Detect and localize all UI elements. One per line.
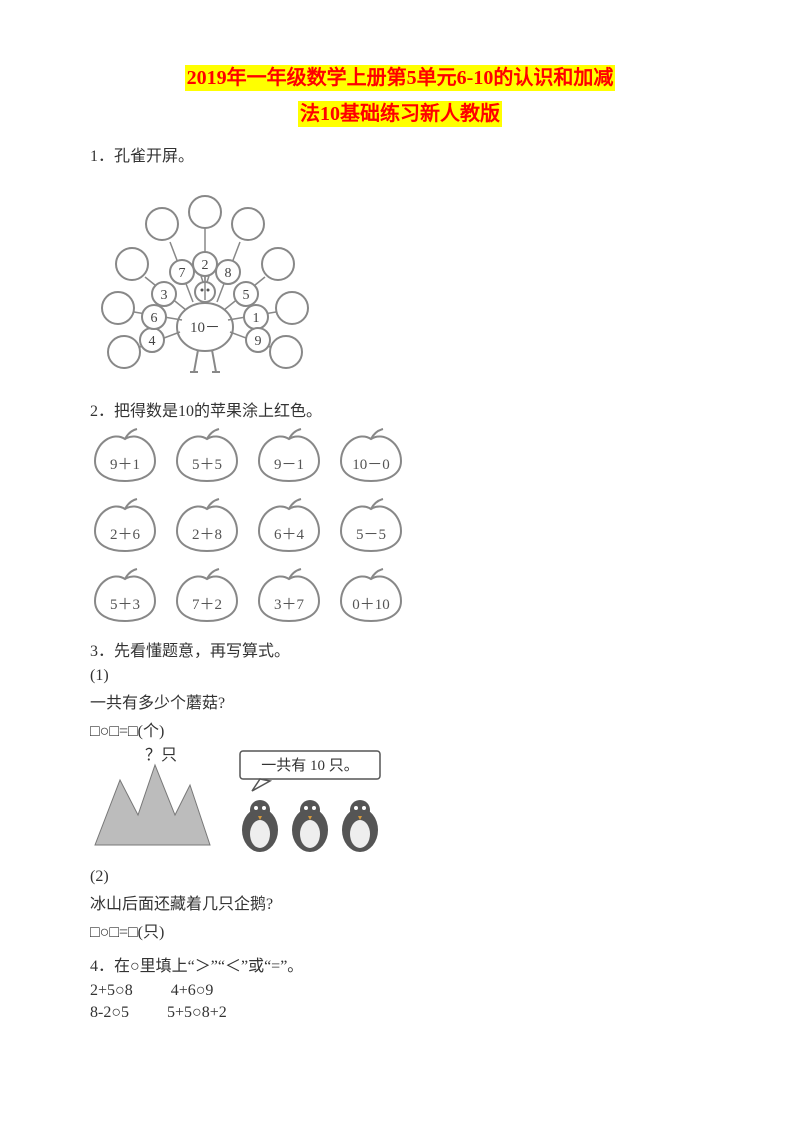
q3-p1-question: 一共有多少个蘑菇? xyxy=(90,689,710,713)
q2-label: 2．把得数是10的苹果涂上红色。 xyxy=(90,397,710,421)
svg-text:2: 2 xyxy=(202,258,209,273)
title-line-1: 2019年一年级数学上册第5单元6-10的认识和加减 xyxy=(185,65,616,91)
svg-text:8: 8 xyxy=(225,266,232,281)
apple: 5＋3 xyxy=(90,567,160,623)
svg-text:？只: ？只 xyxy=(145,747,177,764)
svg-text:9: 9 xyxy=(255,334,262,349)
apple: 3＋7 xyxy=(254,567,324,623)
svg-text:6: 6 xyxy=(151,311,158,326)
q4-r1a: 2+5○8 xyxy=(90,982,133,999)
q4-r2b: 5+5○8+2 xyxy=(167,1004,227,1021)
apple: 10－0 xyxy=(336,427,406,483)
q3-p2-expr: □○□=□(只) xyxy=(90,918,710,942)
svg-text:1: 1 xyxy=(253,311,260,326)
svg-text:4: 4 xyxy=(149,334,156,349)
svg-text:7: 7 xyxy=(179,266,186,281)
apple: 0＋10 xyxy=(336,567,406,623)
doc-title: 2019年一年级数学上册第5单元6-10的认识和加减 法10基础练习新人教版 xyxy=(90,60,710,132)
q4-row1: 2+5○8 4+6○9 xyxy=(90,982,710,1000)
apple: 2＋6 xyxy=(90,497,160,553)
q1-label: 1．孔雀开屏。 xyxy=(90,142,710,166)
q3-p2-question: 冰山后面还藏着几只企鹅? xyxy=(90,890,710,914)
peacock-center: 10－ xyxy=(190,320,220,336)
q3-p1-number: (1) xyxy=(90,667,710,685)
svg-text:一共有 10 只。: 一共有 10 只。 xyxy=(261,757,359,774)
q3-label: 3．先看懂题意，再写算式。 xyxy=(90,637,710,661)
q4-r2a: 8-2○5 xyxy=(90,1004,129,1021)
apples-grid: 9＋1 5＋5 9－1 10－0 2＋6 2＋8 6＋4 5－5 5＋3 7＋2… xyxy=(90,427,710,623)
apple: 5－5 xyxy=(336,497,406,553)
apple: 6＋4 xyxy=(254,497,324,553)
title-line-2: 法10基础练习新人教版 xyxy=(298,101,502,127)
apple: 7＋2 xyxy=(172,567,242,623)
apple: 9＋1 xyxy=(90,427,160,483)
peacock-diagram: 10－ 4 6 3 7 xyxy=(90,172,710,387)
svg-text:5: 5 xyxy=(243,288,250,303)
q3-p1-expr: □○□=□(个) xyxy=(90,717,710,741)
penguin-illustration: ？只 一共有 10 只。 xyxy=(90,745,710,860)
apple: 2＋8 xyxy=(172,497,242,553)
q4-r1b: 4+6○9 xyxy=(171,982,214,999)
q4-label: 4．在○里填上“＞”“＜”或“=”。 xyxy=(90,952,710,976)
q3-p2-number: (2) xyxy=(90,868,710,886)
q4-row2: 8-2○5 5+5○8+2 xyxy=(90,1004,710,1022)
apple: 9－1 xyxy=(254,427,324,483)
apple: 5＋5 xyxy=(172,427,242,483)
svg-text:3: 3 xyxy=(161,288,168,303)
